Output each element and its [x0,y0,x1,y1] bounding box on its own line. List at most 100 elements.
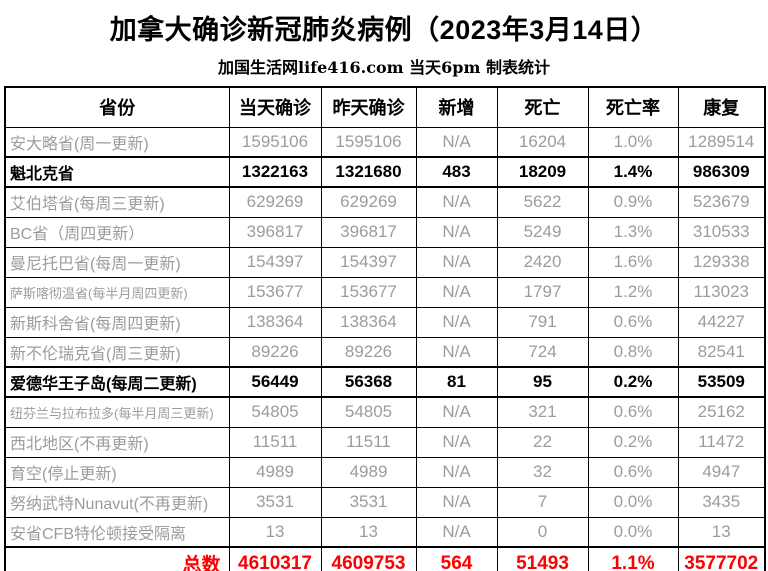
cell-today-confirmed: 396817 [228,216,322,248]
cell-today-confirmed: 1595106 [228,126,322,158]
cell-province: 新斯科舍省(每周四更新) [4,306,230,338]
cell-recovered: 523679 [677,186,766,218]
cell-today-confirmed: 56449 [228,366,322,398]
cell-yesterday-confirmed: 629269 [320,186,417,218]
cell-today-confirmed: 138364 [228,306,322,338]
cell-new-cases: N/A [415,306,498,338]
column-header-recovered: 康复 [677,86,766,128]
cell-death-rate: 0.9% [587,186,679,218]
cell-today-confirmed: 89226 [228,336,322,368]
cell-death-rate: 1.4% [587,156,679,188]
table-row: 育空(停止更新) 4989 4989 N/A 32 0.6% 4947 [4,456,766,488]
cell-province: 育空(停止更新) [4,456,230,488]
cell-today-confirmed: 153677 [228,276,322,308]
column-header-yesterday-confirmed: 昨天确诊 [320,86,417,128]
cell-recovered: 44227 [677,306,766,338]
cell-new-cases: N/A [415,276,498,308]
total-row: 总数 4610317 4609753 564 51493 1.1% 357770… [4,546,766,571]
cell-recovered: 11472 [677,426,766,458]
total-death-rate: 1.1% [587,546,679,571]
cell-recovered: 986309 [677,156,766,188]
cell-deaths: 724 [496,336,589,368]
cell-death-rate: 0.8% [587,336,679,368]
total-deaths: 51493 [496,546,589,571]
cell-deaths: 0 [496,516,589,548]
cell-province: 安省CFB特伦顿接受隔离 [4,516,230,548]
cell-yesterday-confirmed: 396817 [320,216,417,248]
table-row: 萨斯喀彻温省(每半月周四更新) 153677 153677 N/A 1797 1.2% 11… [4,276,766,308]
cell-recovered: 129338 [677,246,766,278]
cell-new-cases: N/A [415,186,498,218]
cell-new-cases: N/A [415,426,498,458]
cell-new-cases: N/A [415,336,498,368]
table-row: BC省（周四更新） 396817 396817 N/A 5249 1.3% 310533 [4,216,766,248]
cell-recovered: 310533 [677,216,766,248]
cell-new-cases: N/A [415,516,498,548]
cell-recovered: 82541 [677,336,766,368]
cell-province: 安大略省(周一更新) [4,126,230,158]
table-row: 魁北克省 1322163 1321680 483 18209 1.4% 986309 [4,156,766,188]
cell-new-cases: N/A [415,396,498,428]
cell-new-cases: N/A [415,216,498,248]
total-recovered: 3577702 [677,546,766,571]
cell-death-rate: 0.6% [587,456,679,488]
cell-deaths: 1797 [496,276,589,308]
cell-today-confirmed: 13 [228,516,322,548]
cell-new-cases: N/A [415,126,498,158]
cell-deaths: 791 [496,306,589,338]
cell-death-rate: 0.2% [587,426,679,458]
cell-new-cases: 483 [415,156,498,188]
cell-deaths: 95 [496,366,589,398]
cell-new-cases: N/A [415,486,498,518]
cell-deaths: 7 [496,486,589,518]
cell-province: 艾伯塔省(每周三更新) [4,186,230,218]
cell-yesterday-confirmed: 3531 [320,486,417,518]
cell-deaths: 18209 [496,156,589,188]
cell-death-rate: 0.0% [587,486,679,518]
cell-yesterday-confirmed: 11511 [320,426,417,458]
cell-yesterday-confirmed: 153677 [320,276,417,308]
cell-death-rate: 0.0% [587,516,679,548]
page-title: 加拿大确诊新冠肺炎病例（2023年3月14日） [109,15,659,45]
cell-death-rate: 0.6% [587,396,679,428]
table-row: 新不伦瑞克省(周三更新) 89226 89226 N/A 724 0.8% 82541 [4,336,766,368]
table-body: 安大略省(周一更新) 1595106 1595106 N/A 16204 1.0% 1289… [4,126,766,548]
table-row: 安大略省(周一更新) 1595106 1595106 N/A 16204 1.0% 1289… [4,126,766,158]
cell-death-rate: 1.2% [587,276,679,308]
cell-yesterday-confirmed: 4989 [320,456,417,488]
cell-yesterday-confirmed: 89226 [320,336,417,368]
cell-province: 魁北克省 [4,156,230,188]
cell-recovered: 3435 [677,486,766,518]
table-row: 安省CFB特伦顿接受隔离 13 13 N/A 0 0.0% 13 [4,516,766,548]
cell-recovered: 113023 [677,276,766,308]
cell-deaths: 5622 [496,186,589,218]
column-header-today-confirmed: 当天确诊 [228,86,322,128]
cell-death-rate: 1.0% [587,126,679,158]
total-today-confirmed: 4610317 [228,546,322,571]
cell-death-rate: 0.2% [587,366,679,398]
table-row: 爱德华王子岛(每周二更新) 56449 56368 81 95 0.2% 53509 [4,366,766,398]
cell-today-confirmed: 3531 [228,486,322,518]
cell-yesterday-confirmed: 56368 [320,366,417,398]
cell-new-cases: N/A [415,246,498,278]
cell-recovered: 1289514 [677,126,766,158]
cell-death-rate: 1.6% [587,246,679,278]
cell-deaths: 5249 [496,216,589,248]
covid-stats-table: 省份 当天确诊 昨天确诊 新增 死亡 死亡率 康复 安大略省(周一更新) 1595… [4,86,766,571]
cell-province: 萨斯喀彻温省(每半月周四更新) [4,276,230,308]
cell-recovered: 13 [677,516,766,548]
table-row: 新斯科舍省(每周四更新) 138364 138364 N/A 791 0.6% 44227 [4,306,766,338]
cell-yesterday-confirmed: 138364 [320,306,417,338]
table-row: 努纳武特Nunavut(不再更新) 3531 3531 N/A 7 0.0% 3435 [4,486,766,518]
table-header-row: 省份 当天确诊 昨天确诊 新增 死亡 死亡率 康复 [4,86,766,128]
table-row: 西北地区(不再更新) 11511 11511 N/A 22 0.2% 11472 [4,426,766,458]
cell-new-cases: 81 [415,366,498,398]
column-header-death-rate: 死亡率 [587,86,679,128]
cell-today-confirmed: 154397 [228,246,322,278]
cell-province: 爱德华王子岛(每周二更新) [4,366,230,398]
cell-yesterday-confirmed: 1595106 [320,126,417,158]
table-row: 纽芬兰与拉布拉多(每半月周三更新) 54805 54805 N/A 321 0.6% 251… [4,396,766,428]
total-yesterday-confirmed: 4609753 [320,546,417,571]
column-header-deaths: 死亡 [496,86,589,128]
cell-yesterday-confirmed: 54805 [320,396,417,428]
